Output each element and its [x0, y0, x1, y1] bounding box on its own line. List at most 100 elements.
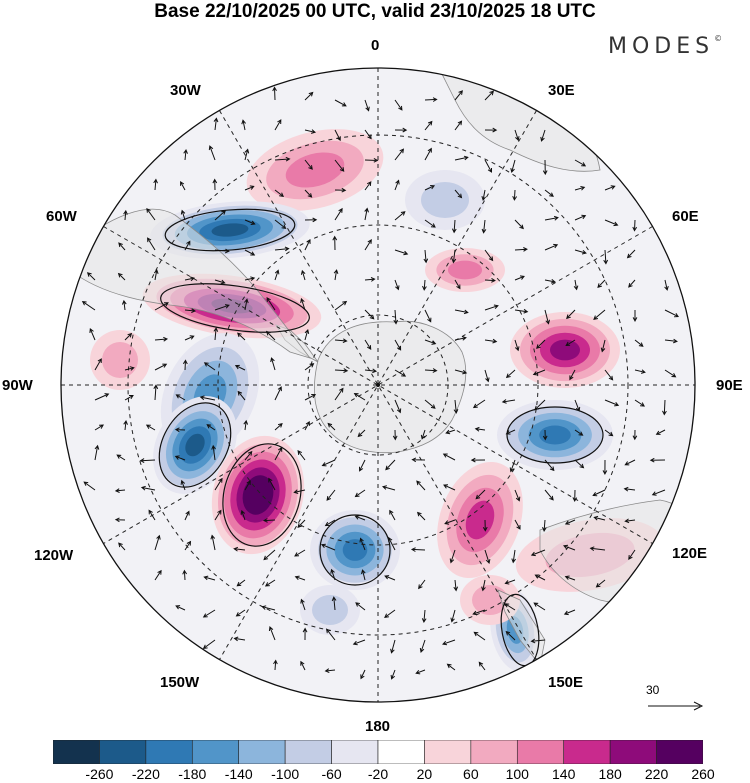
wind-arrow — [89, 327, 96, 341]
wind-arrow — [235, 609, 246, 617]
wind-arrow — [302, 627, 308, 641]
wind-arrow — [364, 238, 372, 251]
lon-label-30w: 30W — [170, 82, 201, 99]
wind-arrow — [237, 390, 246, 401]
colorbar-tick-label: -20 — [367, 766, 389, 782]
wind-arrow — [333, 269, 339, 281]
wind-arrow — [264, 579, 276, 587]
wind-arrow — [418, 579, 426, 590]
wind-arrow — [364, 277, 376, 282]
wind-arrow — [334, 338, 348, 344]
anomaly-contour-fill — [550, 339, 580, 361]
wind-arrow — [597, 279, 606, 289]
wind-arrow — [154, 363, 168, 371]
wind-arrow — [304, 238, 311, 251]
colorbar-tick-label: -260 — [85, 766, 114, 782]
colorbar-cell — [284, 740, 332, 764]
colorbar-cell — [609, 740, 657, 764]
wind-arrow — [484, 90, 495, 101]
wind-arrow — [481, 219, 487, 234]
wind-arrow — [214, 509, 222, 521]
wind-arrow — [416, 511, 426, 521]
colorbar-cell — [424, 740, 472, 764]
wind-arrow — [139, 458, 156, 463]
wind-arrow — [574, 249, 587, 255]
wind-arrow — [360, 669, 366, 680]
wind-arrow — [600, 339, 606, 353]
wind-arrow — [424, 219, 436, 228]
wind-arrow — [300, 598, 306, 611]
wind-arrow — [505, 630, 516, 641]
wind-vectors — [81, 86, 680, 680]
wind-arrow — [470, 457, 486, 463]
wind-arrow — [514, 308, 529, 314]
wind-arrow — [364, 129, 372, 140]
wind-arrow — [589, 546, 606, 552]
wind-arrow — [213, 327, 219, 341]
wind-arrow — [474, 426, 486, 432]
anomaly-positive-ross-sea — [211, 435, 305, 555]
wind-arrow — [364, 207, 369, 221]
wind-arrow — [274, 119, 282, 131]
wind-arrow — [154, 336, 169, 342]
wind-arrow — [208, 145, 216, 161]
wind-arrow — [424, 97, 438, 102]
lon-label-120w: 120W — [34, 547, 74, 564]
wind-arrow — [632, 310, 638, 322]
wind-arrow — [268, 477, 276, 491]
wind-arrow — [424, 309, 432, 323]
wind-arrow — [334, 368, 349, 373]
wind-arrow — [564, 575, 576, 581]
wind-arrow — [389, 509, 396, 521]
wind-arrow — [442, 453, 456, 461]
wind-arrow — [442, 639, 456, 646]
wind-arrow — [634, 339, 644, 347]
wind-arrow — [454, 279, 461, 290]
wind-arrow — [359, 537, 366, 551]
wind-arrow — [272, 86, 277, 101]
wind-arrow — [274, 446, 283, 461]
wind-arrow — [304, 129, 317, 134]
anomaly-contour-fill — [285, 152, 345, 188]
wind-arrow — [514, 339, 520, 352]
wind-arrow — [424, 120, 433, 131]
wind-arrow — [297, 450, 306, 461]
wind-arrow — [514, 129, 520, 142]
wind-arrow — [421, 609, 427, 624]
colorbar-cell — [145, 740, 193, 764]
wind-arrow — [634, 369, 646, 374]
colorbar-tick-label: 140 — [552, 766, 576, 782]
wind-arrow — [273, 659, 278, 671]
wind-arrow — [572, 489, 578, 503]
wind-arrow — [564, 519, 576, 525]
wind-arrow — [182, 569, 188, 581]
wind-arrow — [140, 485, 156, 491]
wind-arrow — [390, 669, 396, 680]
wind-arrow — [446, 663, 456, 671]
wind-arrow — [304, 394, 317, 401]
wind-arrow — [214, 210, 226, 221]
wind-arrow — [664, 279, 669, 291]
wind-arrow — [274, 156, 291, 162]
wind-arrow — [449, 549, 456, 564]
wind-arrow — [394, 399, 402, 414]
wind-arrow — [244, 480, 251, 491]
wind-arrow — [297, 519, 306, 528]
wind-arrow — [118, 542, 126, 551]
wind-arrow — [293, 489, 306, 494]
wind-arrow — [530, 549, 546, 557]
wind-arrow — [214, 304, 230, 311]
graticule — [61, 68, 695, 702]
wind-arrow — [454, 369, 468, 375]
wind-arrow — [381, 485, 396, 491]
colorbar-cell — [53, 740, 100, 764]
wind-arrow — [628, 279, 636, 288]
anomaly-contour-fill — [312, 595, 348, 625]
anomaly-contour-fill — [539, 425, 571, 445]
wind-arrow — [416, 480, 426, 491]
wind-arrow — [174, 455, 186, 461]
wind-arrow — [394, 249, 409, 256]
anomaly-contour-fill — [421, 182, 469, 218]
wind-arrow — [153, 384, 159, 401]
wind-arrow — [123, 209, 128, 221]
